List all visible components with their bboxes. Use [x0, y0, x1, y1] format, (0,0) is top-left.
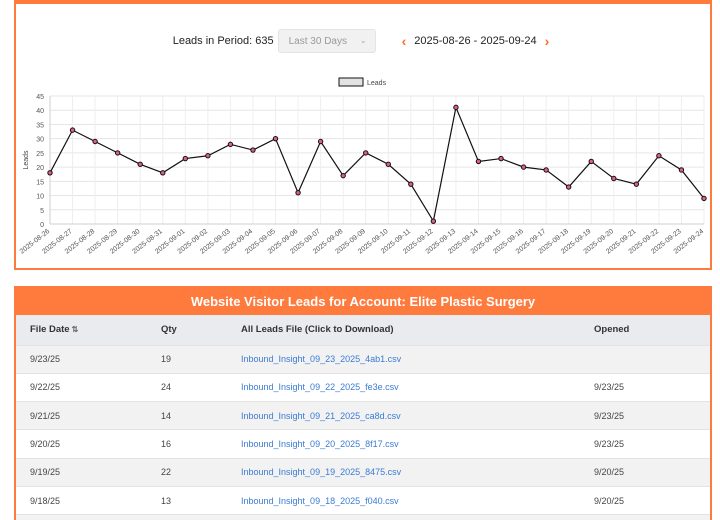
table-row: 9/19/2522Inbound_Insight_09_19_2025_8475…	[16, 458, 710, 486]
y-tick-label: 10	[36, 194, 44, 201]
cell-qty: 14	[161, 402, 241, 430]
data-point	[93, 139, 97, 143]
data-point	[206, 154, 210, 158]
data-point	[476, 159, 480, 163]
column-header-file: All Leads File (Click to Download)	[241, 315, 594, 345]
legend-label: Leads	[367, 80, 387, 87]
table-row: 9/21/2514Inbound_Insight_09_21_2025_ca8d…	[16, 402, 710, 430]
data-point	[431, 219, 435, 223]
cell-file-date: 9/20/25	[16, 430, 161, 458]
y-tick-label: 0	[40, 222, 44, 229]
data-point	[679, 168, 683, 172]
cell-file-date: 9/21/25	[16, 402, 161, 430]
cell-qty: 19	[161, 345, 241, 373]
cell-opened	[594, 345, 710, 373]
y-tick-label: 35	[36, 122, 44, 129]
data-point	[657, 154, 661, 158]
cell-qty: 16	[161, 430, 241, 458]
leads-line-chart: 0510152025303540452025-08-262025-08-2720…	[16, 4, 710, 270]
legend-swatch	[339, 78, 363, 86]
cell-opened: 9/20/25	[594, 458, 710, 486]
data-point	[161, 171, 165, 175]
y-tick-label: 25	[36, 151, 44, 158]
leads-table: File Date⇅ Qty All Leads File (Click to …	[16, 315, 710, 520]
data-point	[296, 191, 300, 195]
data-point	[115, 151, 119, 155]
cell-file	[241, 515, 594, 520]
data-point	[138, 162, 142, 166]
cell-opened: 9/20/25	[594, 486, 710, 514]
table-row: 9/22/2524Inbound_Insight_09_22_2025_fe3e…	[16, 373, 710, 401]
cell-qty: 13	[161, 486, 241, 514]
data-point	[48, 171, 52, 175]
data-point	[70, 128, 74, 132]
data-point	[341, 173, 345, 177]
y-tick-label: 45	[36, 94, 44, 101]
table-row: 9/20/2516Inbound_Insight_09_20_2025_8f17…	[16, 430, 710, 458]
sort-ascending-icon[interactable]: ⇅	[72, 325, 79, 334]
cell-qty: 22	[161, 458, 241, 486]
download-file-link[interactable]: Inbound_Insight_09_20_2025_8f17.csv	[241, 439, 399, 449]
download-file-link[interactable]: Inbound_Insight_09_19_2025_8475.csv	[241, 467, 401, 477]
table-row: 9/18/2513Inbound_Insight_09_18_2025_f040…	[16, 486, 710, 514]
cell-qty: 24	[161, 373, 241, 401]
cell-file: Inbound_Insight_09_22_2025_fe3e.csv	[241, 373, 594, 401]
cell-file: Inbound_Insight_09_18_2025_f040.csv	[241, 486, 594, 514]
table-row: 9/23/2519Inbound_Insight_09_23_2025_4ab1…	[16, 345, 710, 373]
cell-file: Inbound_Insight_09_19_2025_8475.csv	[241, 458, 594, 486]
cell-file-date: 9/23/25	[16, 345, 161, 373]
y-tick-label: 15	[36, 179, 44, 186]
table-title: Website Visitor Leads for Account: Elite…	[16, 288, 710, 315]
data-point	[183, 156, 187, 160]
table-header-row: File Date⇅ Qty All Leads File (Click to …	[16, 315, 710, 345]
y-tick-label: 20	[36, 165, 44, 172]
data-point	[409, 182, 413, 186]
download-file-link[interactable]: Inbound_Insight_09_21_2025_ca8d.csv	[241, 411, 401, 421]
data-point	[454, 105, 458, 109]
download-file-link[interactable]: Inbound_Insight_09_23_2025_4ab1.csv	[241, 354, 401, 364]
data-point	[544, 168, 548, 172]
download-file-link[interactable]: Inbound_Insight_09_18_2025_f040.csv	[241, 496, 399, 506]
column-header-opened: Opened	[594, 315, 710, 345]
cell-file: Inbound_Insight_09_20_2025_8f17.csv	[241, 430, 594, 458]
y-tick-label: 40	[36, 108, 44, 115]
data-point	[228, 142, 232, 146]
table-row	[16, 515, 710, 520]
download-file-link[interactable]: Inbound_Insight_09_22_2025_fe3e.csv	[241, 382, 399, 392]
column-header-file-date[interactable]: File Date⇅	[16, 315, 161, 345]
cell-file-date	[16, 515, 161, 520]
data-point	[612, 176, 616, 180]
data-point	[521, 165, 525, 169]
cell-file-date: 9/22/25	[16, 373, 161, 401]
cell-file-date: 9/18/25	[16, 486, 161, 514]
data-point	[702, 196, 706, 200]
data-point	[499, 156, 503, 160]
cell-opened: 9/23/25	[594, 402, 710, 430]
data-point	[589, 159, 593, 163]
data-point	[386, 162, 390, 166]
leads-table-panel: Website Visitor Leads for Account: Elite…	[14, 286, 712, 520]
cell-opened: 9/23/25	[594, 430, 710, 458]
cell-opened	[594, 515, 710, 520]
data-point	[273, 136, 277, 140]
y-tick-label: 5	[40, 208, 44, 215]
chart-panel: Leads in Period: 635 Last 30 Days ⌄ ‹ 20…	[14, 0, 712, 270]
cell-opened: 9/23/25	[594, 373, 710, 401]
cell-file: Inbound_Insight_09_21_2025_ca8d.csv	[241, 402, 594, 430]
column-header-qty: Qty	[161, 315, 241, 345]
y-axis-label: Leads	[23, 150, 30, 170]
data-point	[251, 148, 255, 152]
cell-file-date: 9/19/25	[16, 458, 161, 486]
data-point	[364, 151, 368, 155]
data-point	[566, 185, 570, 189]
cell-file: Inbound_Insight_09_23_2025_4ab1.csv	[241, 345, 594, 373]
data-point	[634, 182, 638, 186]
cell-qty	[161, 515, 241, 520]
data-point	[318, 139, 322, 143]
y-tick-label: 30	[36, 137, 44, 144]
